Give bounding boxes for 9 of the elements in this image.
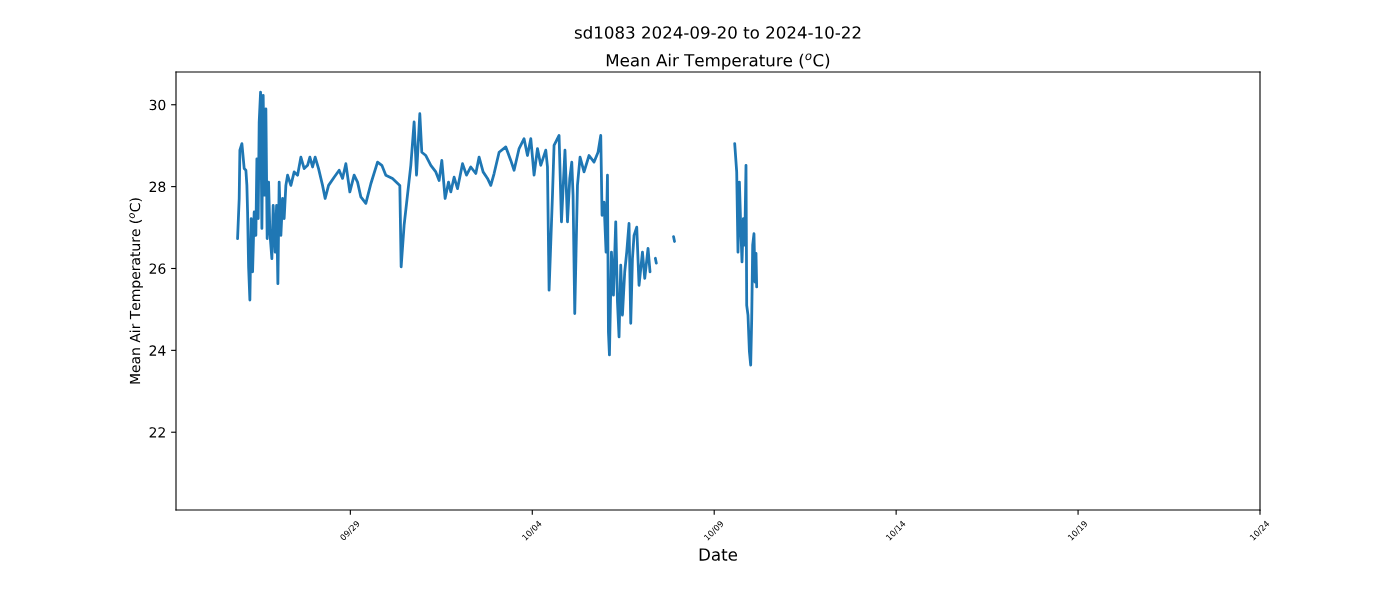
y-axis-title: Mean Air Temperature ($^{o}$C) [129, 198, 143, 384]
y-tick-label: 24 [149, 345, 166, 356]
y-tick-label: 30 [149, 99, 166, 111]
chart-subtitle: Mean Air Temperature ($^{o}$C) [606, 53, 830, 70]
y-tick-label: 22 [149, 427, 165, 438]
y-tick-label: 26 [149, 263, 166, 274]
chart-title: sd1083 2024-09-20 to 2024-10-22 [574, 25, 861, 39]
x-axis-title: Date [699, 548, 738, 561]
y-tick-label: 28 [149, 181, 166, 193]
